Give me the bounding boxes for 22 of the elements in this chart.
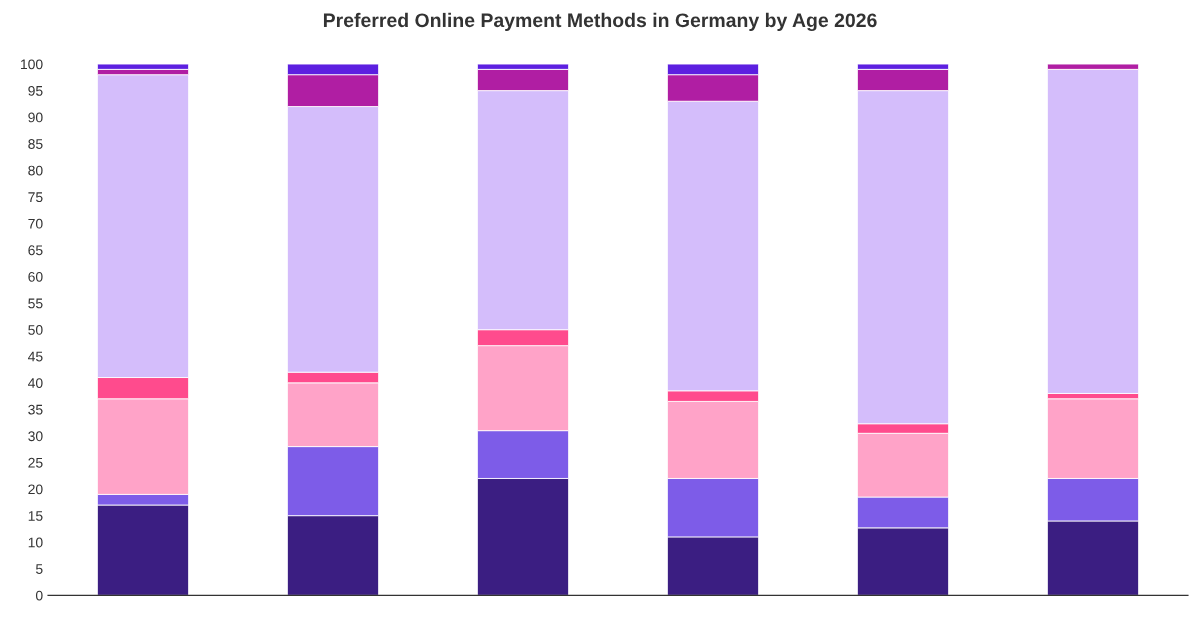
y-tick-label: 55 — [28, 298, 43, 309]
y-tick-label: 25 — [28, 457, 43, 468]
y-tick-label: 100 — [21, 59, 43, 70]
y-tick-label: 80 — [28, 165, 43, 176]
y-tick-label: 35 — [28, 404, 43, 415]
y-tick-label: 5 — [35, 564, 43, 574]
y-tick-label: 10 — [28, 537, 43, 548]
y-tick-label: 40 — [28, 378, 43, 388]
y-tick-label: 20 — [28, 484, 43, 495]
y-tick-label: 90 — [28, 112, 43, 123]
y-tick-label: 85 — [28, 139, 43, 149]
y-tick-label: 0 — [35, 590, 43, 601]
y-tick-label: 30 — [28, 431, 43, 442]
y-tick-label: 15 — [28, 511, 43, 521]
y-tick-label: 60 — [28, 271, 43, 282]
y-tick-label: 45 — [28, 351, 43, 362]
y-tick-label: 50 — [28, 325, 43, 335]
y-tick-label: 70 — [28, 218, 43, 229]
y-tick-label: 75 — [28, 192, 43, 203]
y-tick-label: 95 — [28, 85, 43, 96]
y-tick-label: 65 — [28, 245, 43, 256]
chart-title: Preferred Online Payment Methods in Germany by Age 2026 — [323, 12, 877, 32]
